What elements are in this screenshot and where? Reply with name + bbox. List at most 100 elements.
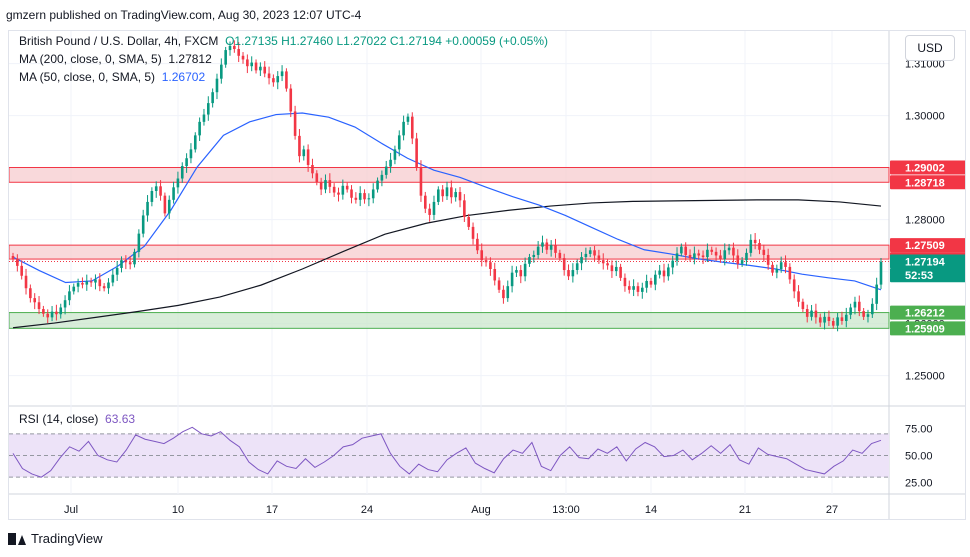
- candle-body: [497, 280, 501, 290]
- candle-body: [584, 253, 588, 258]
- chart-canvas[interactable]: 1.310001.300001.290001.280001.270001.260…: [9, 31, 966, 520]
- candle-body: [206, 103, 210, 115]
- candle-body: [102, 286, 106, 289]
- candle-body: [224, 50, 227, 65]
- candle-body: [471, 226, 475, 239]
- ohlc-values: O1.27135 H1.27460 L1.27022 C1.27194 +0.0…: [225, 34, 549, 48]
- candle-body: [623, 277, 627, 287]
- ma50-label: MA (50, close, 0, SMA, 5): [19, 70, 156, 84]
- candle-body: [241, 55, 245, 60]
- candle-body: [710, 249, 714, 252]
- candle-body: [154, 186, 158, 191]
- candle-body: [827, 316, 831, 321]
- candle-body: [619, 266, 622, 278]
- time-tick-label: 17: [266, 504, 278, 516]
- candle-body: [371, 189, 375, 199]
- candle-body: [831, 321, 835, 326]
- tradingview-logo[interactable]: TradingView: [8, 531, 103, 546]
- candle-body: [593, 250, 596, 256]
- candle-body: [684, 246, 688, 255]
- candle-body: [693, 253, 696, 259]
- candle-body: [558, 252, 562, 259]
- candle-body: [146, 201, 149, 216]
- candle-body: [528, 257, 531, 264]
- ma200-polyline: [12, 199, 882, 329]
- candle-body: [137, 233, 141, 252]
- candle-body: [120, 260, 123, 268]
- candle-body: [541, 242, 544, 247]
- candle-body: [640, 287, 644, 292]
- candle-body: [328, 180, 332, 187]
- candle-body: [458, 192, 462, 201]
- candle-body: [133, 251, 136, 265]
- candle-body: [654, 274, 657, 285]
- candle-body: [167, 199, 171, 214]
- candle-body: [437, 189, 440, 202]
- candle-body: [259, 66, 262, 71]
- candle-body: [254, 62, 258, 71]
- time-tick-label: 21: [739, 504, 751, 516]
- candle-body: [771, 264, 774, 273]
- candle-body: [298, 135, 301, 157]
- candle-body: [415, 138, 418, 168]
- rsi-value: 63.63: [105, 412, 136, 426]
- candle-body: [37, 302, 41, 310]
- price-tick-label: 1.25000: [905, 371, 945, 383]
- price-label-box: [890, 268, 965, 283]
- candle-body: [68, 291, 71, 301]
- candle-body: [797, 291, 800, 302]
- candle-body: [844, 314, 848, 321]
- candle-body: [389, 159, 392, 167]
- candle-body: [159, 186, 162, 196]
- candle-body: [588, 250, 592, 254]
- candle-body: [484, 260, 488, 263]
- candle-body: [324, 180, 327, 190]
- candle-body: [332, 186, 336, 193]
- candle-body: [454, 192, 457, 198]
- rsi-pane: [9, 426, 889, 478]
- candle-body: [293, 111, 297, 136]
- candle-body: [423, 195, 427, 209]
- candle-body: [46, 313, 50, 318]
- candle-body: [476, 238, 479, 251]
- candle-body: [871, 303, 874, 315]
- symbol-label: British Pound / U.S. Dollar, 4h, FXCM: [19, 34, 219, 48]
- candle-body: [636, 286, 640, 292]
- candle-body: [701, 255, 705, 258]
- candle-body: [215, 78, 219, 93]
- candle-body: [801, 301, 805, 310]
- time-tick-label: 27: [826, 504, 838, 516]
- candle-body: [72, 286, 76, 292]
- candle-body: [866, 314, 870, 317]
- candle-body: [55, 311, 58, 315]
- price-label-last: 1.27194: [905, 257, 946, 269]
- rsi-tick-label: 75.00: [905, 423, 933, 435]
- candle-body: [402, 121, 405, 136]
- candle-body: [727, 247, 731, 251]
- candle-body: [493, 269, 497, 281]
- price-axis[interactable]: 1.310001.300001.290001.280001.270001.260…: [890, 59, 966, 490]
- candle-body: [11, 256, 15, 259]
- candle-body: [306, 149, 310, 165]
- candle-body: [714, 251, 718, 256]
- candle-body: [176, 178, 180, 188]
- time-axis[interactable]: Jul 10 17 24 Aug 13:00 14 21 27: [64, 504, 838, 516]
- candle-body: [840, 317, 844, 321]
- candle-body: [272, 78, 275, 83]
- candle-body: [766, 254, 770, 265]
- rsi-label: RSI (14, close): [19, 412, 99, 426]
- candle-body: [107, 282, 110, 289]
- chart-container[interactable]: 1.310001.300001.290001.280001.270001.260…: [8, 30, 966, 520]
- price-tick-label: 1.30000: [905, 111, 945, 123]
- candle-body: [649, 280, 653, 285]
- candle-body: [419, 167, 423, 196]
- candle-body: [736, 255, 740, 264]
- candle-body: [601, 260, 605, 264]
- candle-body: [428, 208, 431, 215]
- currency-button[interactable]: USD: [905, 35, 955, 61]
- price-label-resistance: 1.28718: [905, 177, 945, 189]
- candle-body: [463, 200, 466, 217]
- candle-body: [554, 245, 557, 253]
- candle-body: [510, 272, 514, 287]
- candle-body: [549, 245, 553, 250]
